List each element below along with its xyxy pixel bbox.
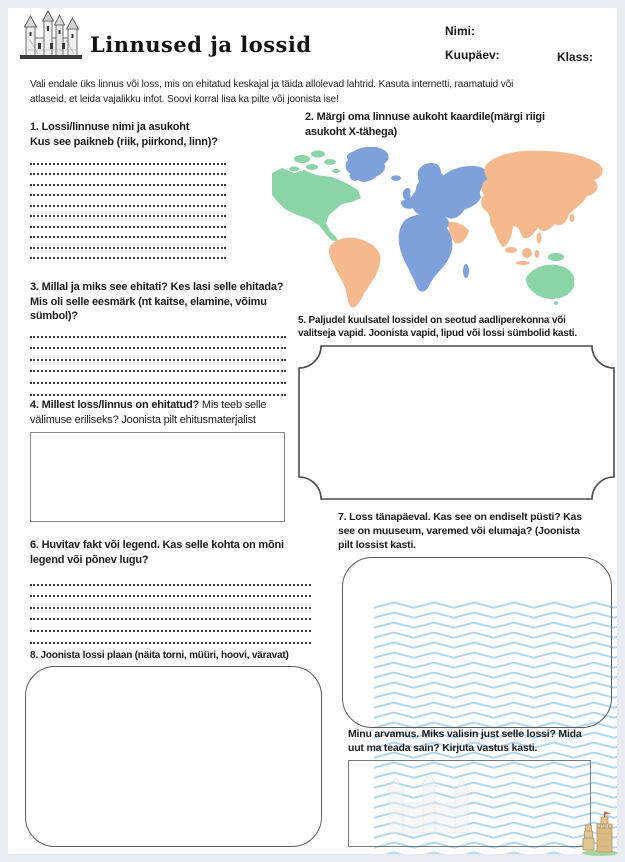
map-region-orange — [329, 150, 603, 308]
question-2-title: 2. Märgi oma linnuse aukoht kaardile(mär… — [305, 111, 545, 138]
question-8-drawing-box — [25, 666, 322, 847]
question-1-answer-lines — [30, 154, 226, 259]
question-4-title: 4. Millest loss/linnus on ehitatud? Mis … — [30, 399, 267, 426]
question-5-drawing-box — [298, 345, 615, 500]
intro-text: Vali endale üks linnus või loss, mis on … — [30, 79, 514, 105]
sandcastle-icon — [582, 811, 618, 856]
worksheet-title: Linnused ja lossid — [90, 32, 312, 57]
question-6-answer-lines — [30, 574, 311, 644]
map-region-green — [272, 150, 575, 305]
question-7-drawing-box — [342, 557, 612, 728]
page-background: Linnused ja lossid Nimi: Kuupäev: Klass:… — [8, 8, 618, 856]
question-4-drawing-box — [30, 432, 285, 522]
class-label: Klass: — [557, 50, 594, 64]
name-label: Nimi: — [445, 24, 475, 38]
question-1-title: 1. Lossi/linnuse nimi ja asukoht Kus see… — [30, 121, 218, 148]
world-map — [272, 147, 603, 308]
castle-watermark-icon — [386, 772, 471, 834]
question-3-answer-lines — [30, 326, 286, 396]
castle-engraving-icon — [20, 10, 82, 59]
map-region-blue — [345, 147, 488, 292]
question-7-title: 7. Loss tänapäeval. Kas see on endiselt … — [338, 511, 582, 551]
opinion-answer-box — [348, 760, 591, 847]
question-5-title: 5. Paljudel kuulsatel lossidel on seotud… — [298, 315, 577, 340]
opinion-title: Minu arvamus. Miks valisin just selle lo… — [348, 728, 582, 754]
question-6-title: 6. Huvitav fakt või legend. Kas selle ko… — [30, 539, 284, 566]
question-8-title: 8. Joonista lossi plaan (näita torni, mü… — [30, 650, 289, 661]
date-label: Kuupäev: — [445, 48, 500, 62]
question-3-title: 3. Millal ja miks see ehitati? Kes lasi … — [30, 281, 284, 323]
